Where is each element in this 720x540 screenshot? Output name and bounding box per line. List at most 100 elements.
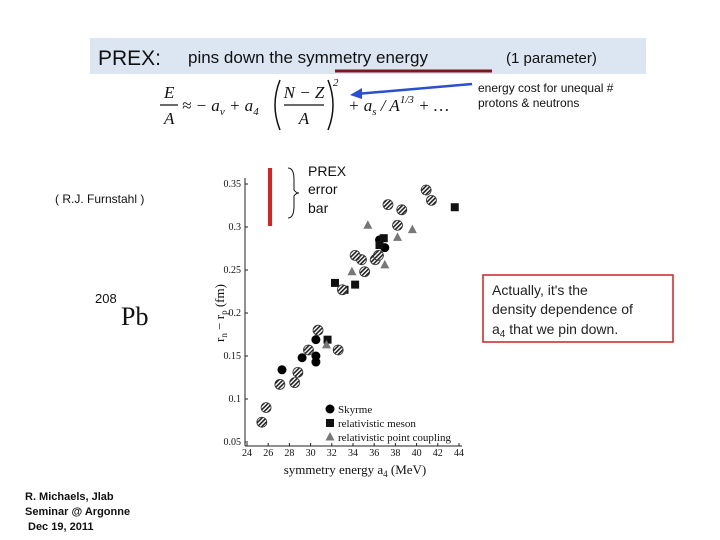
svg-text:+ as / A1/3 + …: + as / A1/3 + … [348,94,449,118]
point [407,224,417,234]
paren [327,79,334,131]
point [359,266,371,278]
callout-text: that we pin down. [505,321,618,337]
formula-part: ≈ − av + a4 [182,96,259,118]
formula-part: E [163,83,175,102]
formula-part: A [298,109,310,128]
legend-label: relativistic meson [338,418,416,430]
formula-part: + a [225,96,253,115]
y-axis-label: rn − rp (fm) [212,284,229,342]
point [312,324,324,336]
point [332,344,344,356]
formula: E A ≈ − av + a4 N − Z A 2 + as / A1/3 + … [160,77,449,131]
point [323,335,332,344]
callout-text: 4 [500,329,506,340]
point [349,249,361,261]
point [325,432,335,441]
point [420,184,432,196]
footer: Seminar @ Argonne [25,506,130,518]
point [260,402,272,414]
formula-part: / A [377,96,401,115]
point [347,266,357,276]
legend-label: relativistic point coupling [338,432,452,444]
point [336,284,348,296]
y-axis-label: r [212,337,227,342]
point [396,204,408,216]
y-tick-label: 0.1 [229,394,242,405]
y-axis-label: (fm) [212,284,227,310]
x-axis-label: 4 [383,469,388,479]
point [277,365,287,375]
x-axis-label: (MeV) [388,462,427,477]
y-tick-label: 0.15 [224,351,242,362]
nucleus-symbol: Pb [121,302,148,331]
formula-part: + a [348,96,372,115]
x-tick-label: 36 [369,448,379,459]
point [326,419,334,427]
callout-text: a4 that we pin down. [492,321,618,340]
y-tick-label: 0.25 [224,265,242,276]
formula-part: A [163,109,175,128]
prex-note: error [308,181,338,197]
point [379,234,388,243]
formula-part: v [220,106,225,118]
y-tick-label: 0.05 [224,437,242,448]
point [426,194,437,206]
point [351,280,360,289]
point [373,249,384,261]
x-tick-label: 26 [263,448,273,459]
x-tick-label: 42 [433,448,443,459]
title-text: pins down the symmetry energy [188,48,428,67]
point [292,366,304,378]
x-axis-label: symmetry energy a4 (MeV) [284,462,427,479]
formula-part: s [372,106,376,118]
credit: ( R.J. Furnstahl ) [55,192,144,206]
x-tick-label: 32 [327,448,337,459]
arrow [355,82,473,96]
formula-part: 1/3 [400,94,415,106]
point [363,220,373,229]
formula-part: N − Z [283,83,325,102]
energy-note: protons & neutrons [478,96,579,110]
point [274,378,286,390]
nucleus-mass: 208 [95,291,117,306]
point [256,416,268,428]
y-tick-label: 0.3 [229,222,242,233]
title-label: PREX: [98,47,161,70]
y-tick-label: 0.2 [229,308,242,319]
energy-note: energy cost for unequal # [478,81,614,95]
bracket [287,167,300,219]
point [303,344,314,356]
formula-part: + … [414,96,449,115]
point [330,278,339,287]
point [311,335,321,345]
point [382,199,394,211]
prex-note: PREX [308,163,347,179]
point [393,232,403,241]
footer: Dec 19, 2011 [28,521,93,533]
x-tick-label: 34 [348,448,358,459]
legend-label: Skyrme [338,404,372,416]
arrow-head [350,88,362,99]
y-axis-label: n [219,333,229,338]
x-tick-label: 40 [412,448,422,459]
callout-text: a [492,321,500,337]
point [289,377,301,389]
x-tick-label: 38 [390,448,400,459]
x-tick-label: 28 [284,448,294,459]
formula-part: ≈ − a [182,96,220,115]
paren [274,79,281,131]
x-tick-label: 44 [454,448,464,459]
title-bar [90,38,646,74]
x-tick-label: 24 [242,448,252,459]
point [450,203,459,212]
footer: R. Michaels, Jlab [25,491,114,503]
x-tick-label: 30 [306,448,316,459]
y-tick-label: 0.35 [224,179,242,190]
prex-note: bar [308,200,329,216]
point [392,219,403,231]
formula-part: 2 [333,77,339,89]
point [380,259,390,269]
point [311,357,321,367]
